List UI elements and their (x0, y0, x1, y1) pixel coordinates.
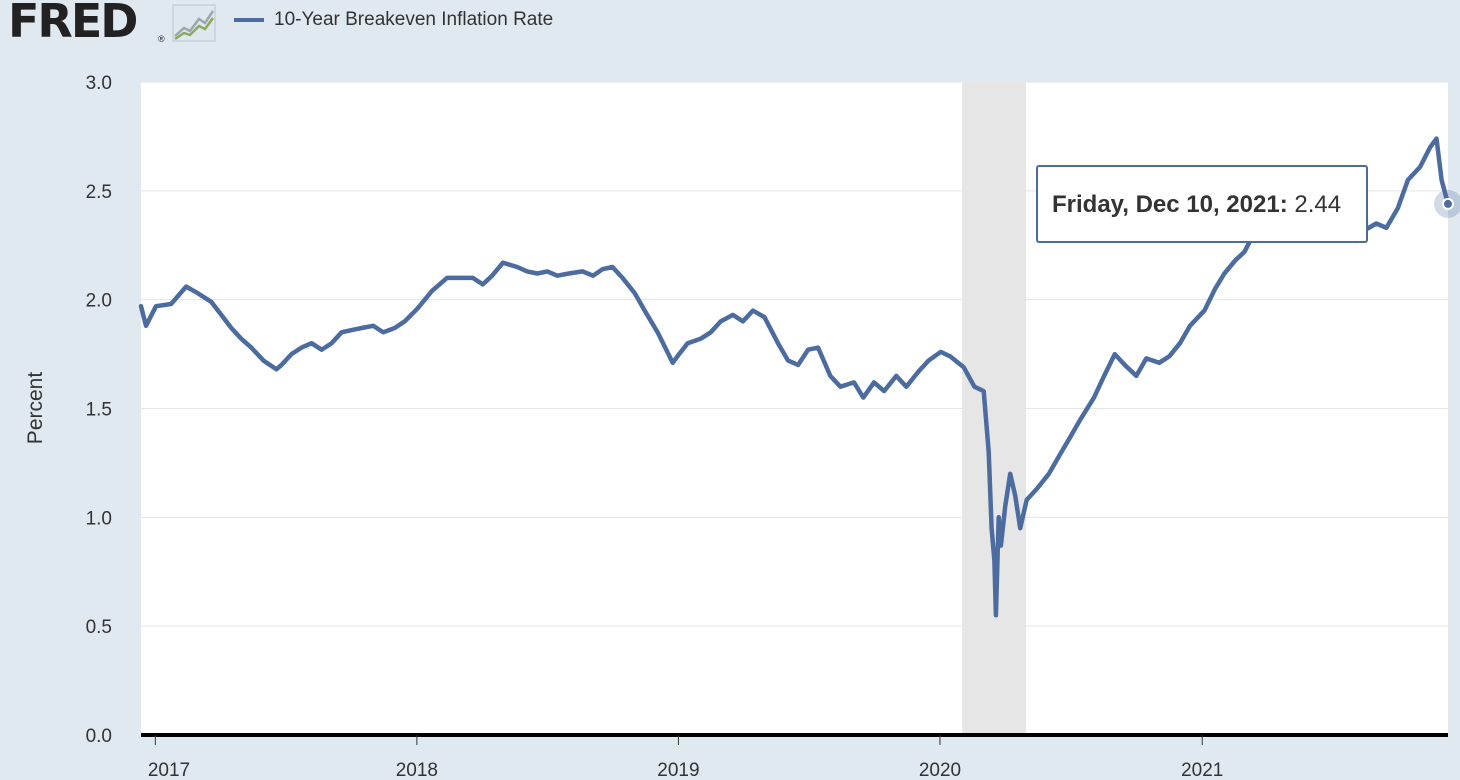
tooltip-text: Friday, Dec 10, 2021: 2.44 (1052, 167, 1341, 245)
header: FRED ® 10-Year Breakeven Inflation Rate (0, 0, 1460, 50)
hover-point (1442, 197, 1454, 210)
y-tick-label: 0.0 (86, 726, 112, 747)
series-layer (138, 136, 1451, 618)
chart-legend[interactable]: 10-Year Breakeven Inflation Rate (234, 8, 553, 32)
y-tick-label: 2.5 (86, 182, 112, 203)
tooltip: Friday, Dec 10, 2021: 2.44 (1036, 165, 1368, 243)
y-tick-label: 2.0 (86, 291, 112, 312)
y-tick-label: 1.5 (86, 400, 112, 421)
registered-mark: ® (158, 34, 165, 44)
legend-label: 10-Year Breakeven Inflation Rate (274, 9, 554, 30)
x-tick-label: 2021 (1181, 760, 1223, 780)
tooltip-date: Friday, Dec 10, 2021: (1052, 191, 1288, 218)
fred-logo[interactable]: FRED (8, 0, 138, 48)
mini-graph-icon (172, 4, 216, 42)
x-tick-label: 2018 (396, 760, 438, 780)
y-axis-ticks: 0.0 0.5 1.0 1.5 2.0 2.5 3.0 (86, 73, 112, 747)
y-tick-label: 3.0 (86, 73, 112, 94)
x-axis-ticks: 2017 2018 2019 2020 2021 (148, 735, 1223, 780)
x-tick-label: 2020 (919, 760, 961, 780)
hover-marker (1434, 189, 1460, 218)
x-tick-label: 2019 (657, 760, 699, 780)
legend-swatch (234, 18, 264, 22)
series-line (138, 136, 1451, 618)
tooltip-value: 2.44 (1294, 191, 1342, 218)
y-tick-label: 0.5 (86, 617, 112, 638)
y-axis-title: Percent (24, 372, 47, 445)
x-tick-label: 2017 (148, 760, 190, 780)
y-tick-label: 1.0 (86, 508, 112, 529)
gridlines (141, 81, 1448, 627)
